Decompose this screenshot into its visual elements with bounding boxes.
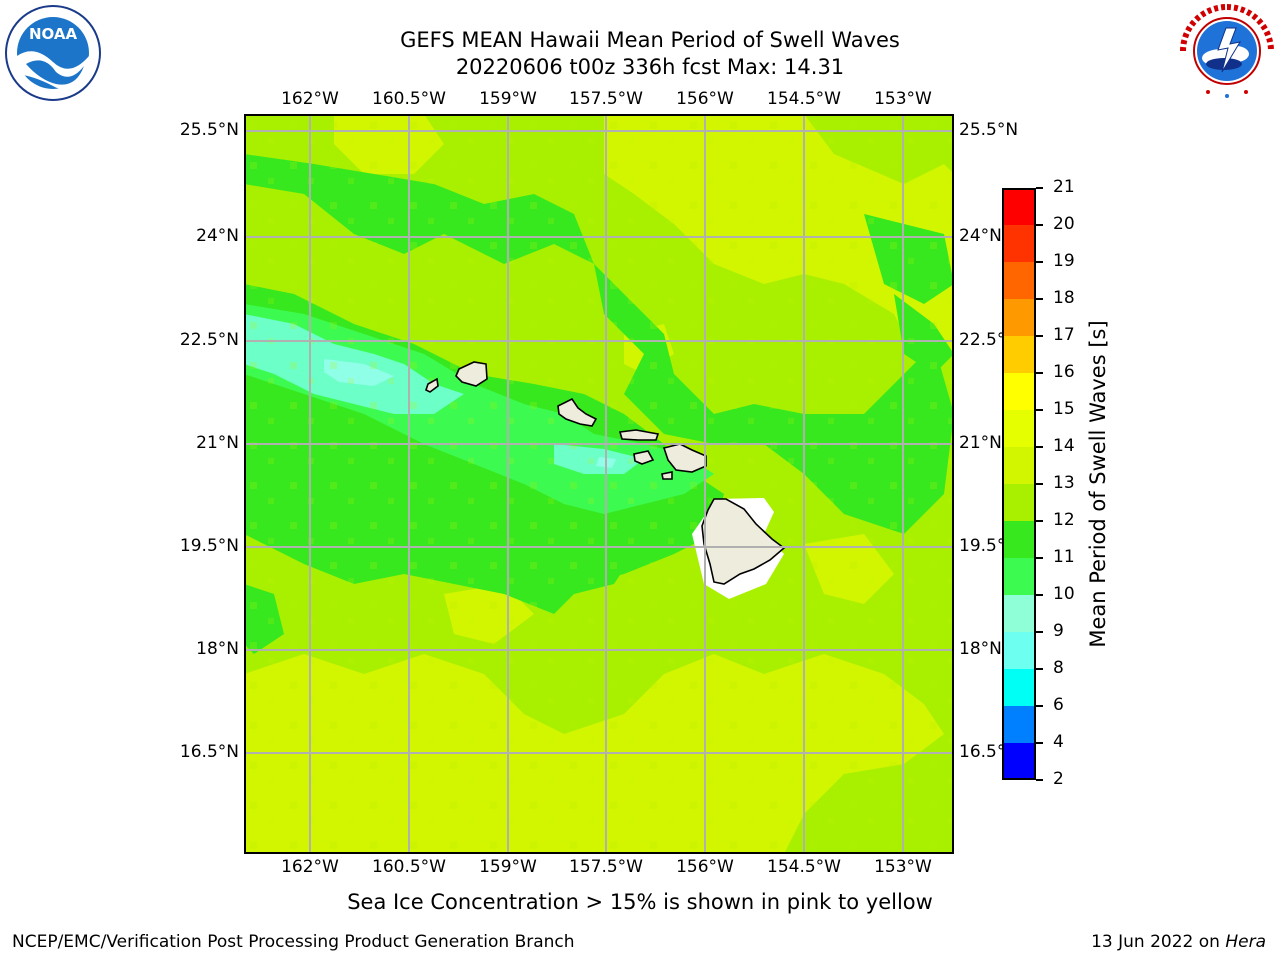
- lat-label-right: 25.5°N: [959, 120, 1019, 140]
- footer-date: 13 Jun 2022 on Hera: [1091, 932, 1266, 952]
- lon-label-top: 157.5°W: [569, 89, 643, 109]
- sea-ice-note: Sea Ice Concentration > 15% is shown in …: [347, 890, 933, 914]
- lon-label-bottom: 159°W: [479, 857, 537, 877]
- colorbar-tick-mark: [1036, 631, 1043, 633]
- lat-label-left: 25.5°N: [179, 120, 239, 140]
- lat-label-left: 22.5°N: [179, 330, 239, 350]
- lon-label-top: 159°W: [479, 89, 537, 109]
- colorbar-segment: [1002, 484, 1036, 522]
- colorbar-tick-label: 20: [1053, 214, 1075, 234]
- colorbar-tick-mark: [1036, 779, 1043, 781]
- colorbar-segment: [1002, 521, 1036, 559]
- lon-label-bottom: 162°W: [281, 857, 339, 877]
- colorbar-tick-mark: [1036, 298, 1043, 300]
- colorbar-tick-label: 8: [1053, 658, 1064, 678]
- lat-label-left: 18°N: [196, 639, 239, 659]
- colorbar-tick-mark: [1036, 446, 1043, 448]
- map-grid: [244, 114, 954, 854]
- lon-label-top: 160.5°W: [372, 89, 446, 109]
- noaa-logo-text: NOAA: [29, 25, 78, 43]
- noaa-logo-icon: NOAA: [4, 4, 102, 102]
- colorbar-tick-mark: [1036, 409, 1043, 411]
- lat-label-left: 21°N: [196, 433, 239, 453]
- island-hawaii: [701, 498, 786, 585]
- colorbar-tick-label: 4: [1053, 732, 1064, 752]
- colorbar-segment: [1002, 225, 1036, 263]
- lat-label-right: 21°N: [959, 433, 1002, 453]
- island-niihau: [425, 377, 439, 393]
- colorbar-tick-label: 10: [1053, 584, 1075, 604]
- colorbar-label: Mean Period of Swell Waves [s]: [1086, 320, 1110, 648]
- lon-label-bottom: 160.5°W: [372, 857, 446, 877]
- colorbar-segment: [1002, 188, 1036, 226]
- colorbar-tick-mark: [1036, 742, 1043, 744]
- colorbar: [1002, 188, 1036, 781]
- colorbar-segment: [1002, 558, 1036, 596]
- colorbar-segment: [1002, 743, 1036, 781]
- nws-logo-icon: [1178, 2, 1276, 100]
- colorbar-segment: [1002, 669, 1036, 707]
- lat-label-left: 19.5°N: [179, 536, 239, 556]
- lon-label-bottom: 156°W: [676, 857, 734, 877]
- colorbar-tick-mark: [1036, 224, 1043, 226]
- footer-machine: Hera: [1225, 932, 1266, 952]
- colorbar-tick-mark: [1036, 557, 1043, 559]
- lon-label-bottom: 154.5°W: [767, 857, 841, 877]
- island-kauai: [455, 361, 488, 387]
- colorbar-tick-label: 17: [1053, 325, 1075, 345]
- colorbar-border: [1002, 188, 1036, 780]
- lon-label-top: 153°W: [874, 89, 932, 109]
- colorbar-tick-label: 13: [1053, 473, 1075, 493]
- colorbar-segment: [1002, 336, 1036, 374]
- colorbar-segment: [1002, 410, 1036, 448]
- island-oahu: [557, 397, 598, 427]
- colorbar-tick-mark: [1036, 261, 1043, 263]
- lon-label-top: 162°W: [281, 89, 339, 109]
- colorbar-tick-mark: [1036, 187, 1043, 189]
- colorbar-segment: [1002, 632, 1036, 670]
- colorbar-segment: [1002, 447, 1036, 485]
- island-molokai: [618, 429, 660, 441]
- colorbar-tick-mark: [1036, 705, 1043, 707]
- islands: [425, 361, 786, 585]
- colorbar-tick-label: 12: [1053, 510, 1075, 530]
- colorbar-tick-label: 9: [1053, 621, 1064, 641]
- lat-label-right: 24°N: [959, 226, 1002, 246]
- colorbar-tick-mark: [1036, 594, 1043, 596]
- title-line-2: 20220606 t00z 336h fcst Max: 14.31: [455, 55, 845, 79]
- colorbar-tick-label: 15: [1053, 399, 1075, 419]
- footer-org: NCEP/EMC/Verification Post Processing Pr…: [12, 932, 575, 952]
- lon-label-bottom: 157.5°W: [569, 857, 643, 877]
- map-plot: [244, 114, 954, 854]
- title-line-1: GEFS MEAN Hawaii Mean Period of Swell Wa…: [400, 28, 900, 52]
- colorbar-segment: [1002, 373, 1036, 411]
- colorbar-segment: [1002, 262, 1036, 300]
- lon-label-top: 154.5°W: [767, 89, 841, 109]
- colorbar-tick-label: 21: [1053, 177, 1075, 197]
- colorbar-tick-mark: [1036, 483, 1043, 485]
- colorbar-segment: [1002, 595, 1036, 633]
- island-lanai: [633, 450, 655, 465]
- island-kahoolawe: [661, 471, 673, 480]
- lat-label-right: 18°N: [959, 639, 1002, 659]
- colorbar-tick-mark: [1036, 668, 1043, 670]
- colorbar-segment: [1002, 299, 1036, 337]
- colorbar-segment: [1002, 706, 1036, 744]
- lat-label-left: 24°N: [196, 226, 239, 246]
- lon-label-top: 156°W: [676, 89, 734, 109]
- footer-date-text: 13 Jun 2022 on: [1091, 932, 1226, 952]
- colorbar-tick-label: 14: [1053, 436, 1075, 456]
- lon-label-bottom: 153°W: [874, 857, 932, 877]
- colorbar-tick-label: 2: [1053, 769, 1064, 789]
- colorbar-tick-label: 18: [1053, 288, 1075, 308]
- colorbar-tick-label: 11: [1053, 547, 1075, 567]
- colorbar-tick-mark: [1036, 335, 1043, 337]
- colorbar-tick-mark: [1036, 372, 1043, 374]
- colorbar-tick-label: 19: [1053, 251, 1075, 271]
- colorbar-tick-label: 16: [1053, 362, 1075, 382]
- colorbar-tick-mark: [1036, 520, 1043, 522]
- lat-label-left: 16.5°N: [179, 742, 239, 762]
- colorbar-tick-label: 6: [1053, 695, 1064, 715]
